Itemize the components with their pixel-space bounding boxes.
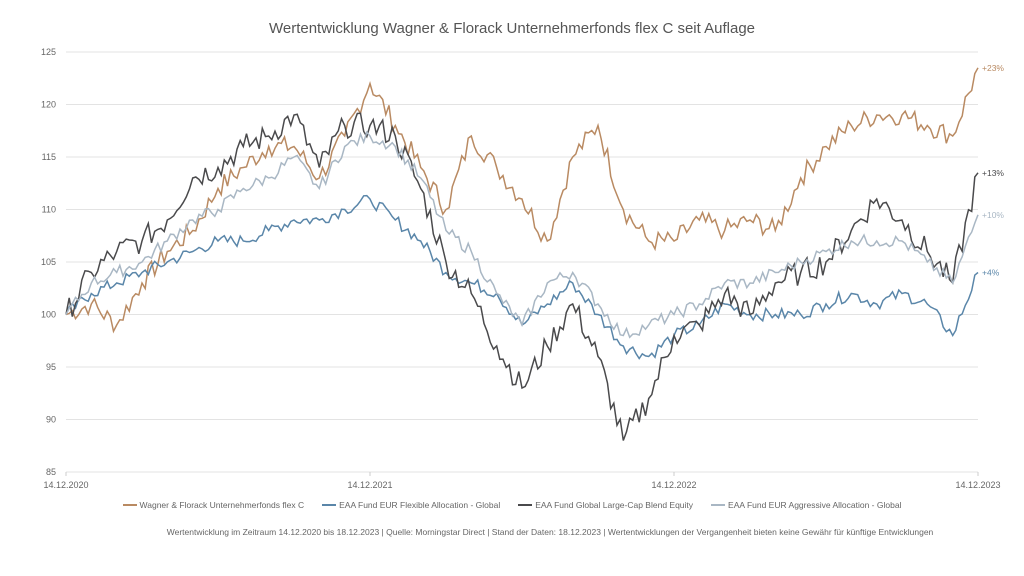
legend-item: EAA Fund Global Large-Cap Blend Equity: [518, 500, 693, 510]
y-tick-label: 115: [42, 152, 56, 162]
x-tick-label: 14.12.2020: [43, 480, 88, 490]
series-line: [65, 130, 979, 339]
y-tick-label: 125: [41, 47, 56, 57]
y-tick-label: 90: [46, 415, 56, 425]
y-tick-label: 100: [41, 310, 56, 320]
legend-item: Wagner & Florack Unternehmerfonds flex C: [122, 500, 305, 510]
series-line: [65, 194, 979, 360]
legend-item: EAA Fund EUR Aggressive Allocation - Glo…: [711, 500, 901, 510]
legend-swatch: [711, 504, 726, 506]
end-label: +4%: [982, 268, 1000, 278]
y-tick-label: 120: [41, 100, 56, 110]
legend-label: EAA Fund EUR Flexible Allocation - Globa…: [339, 500, 501, 510]
end-label: +13%: [982, 168, 1004, 178]
y-tick-label: 110: [42, 205, 56, 215]
legend-label: EAA Fund Global Large-Cap Blend Equity: [535, 500, 694, 510]
x-tick-label: 14.12.2021: [347, 480, 392, 490]
y-tick-label: 95: [46, 362, 56, 372]
legend-label: Wagner & Florack Unternehmerfonds flex C: [139, 500, 305, 510]
series-line: [65, 112, 979, 441]
x-tick-label: 14.12.2022: [651, 480, 696, 490]
legend-item: EAA Fund EUR Flexible Allocation - Globa…: [322, 500, 500, 510]
series-line: [65, 67, 979, 334]
legend: Wagner & Florack Unternehmerfonds flex C…: [0, 500, 1024, 510]
legend-label: EAA Fund EUR Aggressive Allocation - Glo…: [728, 500, 902, 510]
end-label: +23%: [982, 63, 1004, 73]
chart-title: Wertentwicklung Wagner & Florack Unterne…: [268, 20, 756, 37]
y-tick-label: 105: [41, 257, 56, 267]
legend-swatch: [518, 504, 533, 506]
end-label: +10%: [982, 210, 1004, 220]
legend-swatch: [122, 504, 137, 506]
x-tick-label: 14.12.2023: [955, 480, 1000, 490]
y-tick-label: 85: [46, 467, 56, 477]
legend-swatch: [322, 504, 337, 506]
footer-note: Wertentwicklung im Zeitraum 14.12.2020 b…: [166, 527, 934, 537]
